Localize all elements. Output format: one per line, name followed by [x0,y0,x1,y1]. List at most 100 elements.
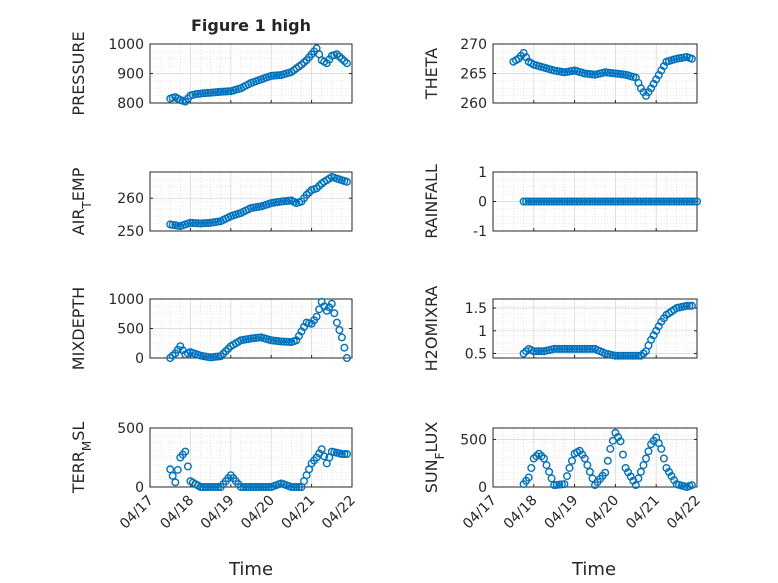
data-point [639,197,648,206]
axes-box [492,298,698,359]
data-point [575,197,584,206]
x-axis-label-right: Time [571,559,616,580]
x-tick-label: 04/20 [582,493,622,533]
data-point [616,197,625,206]
y-tick-label: 270 [460,37,487,53]
data-point [693,197,702,206]
data-point [224,87,233,96]
x-tick-label: 04/18 [157,493,197,533]
data-point [552,197,561,206]
data-point [685,197,694,206]
data-point [224,344,233,353]
data-point [662,197,671,206]
data-point [588,197,597,206]
data-point [568,344,577,353]
data-point [171,478,180,487]
data-point [216,352,225,361]
data-point [657,197,666,206]
data-point [550,344,559,353]
data-point [682,301,691,310]
subplot-sun-flux: 0 500 04/17 04/18 04/19 04/20 04/21 04/22 SUNFLU… [422,422,704,533]
x-tick-label: 04/21 [279,493,319,533]
data-point [289,483,298,492]
data-point [166,354,175,363]
data-point [619,197,628,206]
data-point [534,347,543,356]
data-point [264,483,273,492]
x-tick-label: 04/22 [664,493,704,533]
x-axis-label-left: Time [228,559,273,580]
data-point [644,197,653,206]
data-point [575,344,584,353]
data-point [659,197,668,206]
data-point [619,351,628,360]
x-tick-label: 04/17 [117,493,157,533]
data-point [585,467,594,476]
data-point [206,483,215,492]
data-point [522,197,531,206]
y-tick-label: 1.5 [465,301,487,317]
data-point [209,483,218,492]
data-point [287,483,296,492]
data-point [616,437,625,446]
data-point [687,481,696,490]
data-point [677,197,686,206]
data-point [652,197,661,206]
y-tick-label: 0 [478,480,487,496]
y-axis-label-4: MIXDEPTH [69,287,88,370]
data-point [196,483,205,492]
data-point [611,197,620,206]
data-point [629,197,638,206]
data-point [236,483,245,492]
subplot-h2omixra: 0.5 1 1.5 H2OMIXRA [422,286,698,372]
data-point [606,197,615,206]
data-point [687,301,696,310]
data-point [342,177,351,186]
data-point [639,461,648,470]
data-point [603,456,612,465]
data-point [315,181,324,190]
data-point [634,474,643,483]
data-point [219,87,228,96]
data-point [588,344,597,353]
y-axis-label-0: PRESSURE [69,31,88,115]
data-point [330,309,339,318]
data-point [244,483,253,492]
data-point [295,483,304,492]
data-point [573,197,582,206]
y-tick-label: -1 [473,224,487,240]
y-axis-label-5: H2OMIXRA [422,286,441,372]
data-point [532,197,541,206]
data-point [342,59,351,68]
data-point [614,351,623,360]
data-point [619,450,628,459]
data-point [312,312,321,321]
data-point [540,454,549,463]
data-point [259,483,268,492]
data-point [532,452,541,461]
data-point [221,347,230,356]
data-point [580,344,589,353]
data-point [183,462,192,471]
figure-title: Figure 1 high [191,16,311,35]
data-point [201,219,210,228]
x-tick-label: 04/22 [319,493,359,533]
data-point [532,347,541,356]
y-tick-label: 260 [460,96,487,112]
data-point [269,71,278,80]
data-point [534,197,543,206]
data-point [647,197,656,206]
subplot-rainfall: -1 0 1 RAINFALL [422,164,702,240]
y-tick-label: 0.5 [465,346,487,362]
data-point [557,344,566,353]
data-point [560,197,569,206]
data-point [198,219,207,228]
data-point [537,347,546,356]
data-point [626,197,635,206]
data-point [573,344,582,353]
data-point [624,351,633,360]
data-point [585,344,594,353]
y-tick-label: 265 [460,67,487,83]
subplot-pressure: 800 900 1000 PRESSURE [69,31,353,116]
